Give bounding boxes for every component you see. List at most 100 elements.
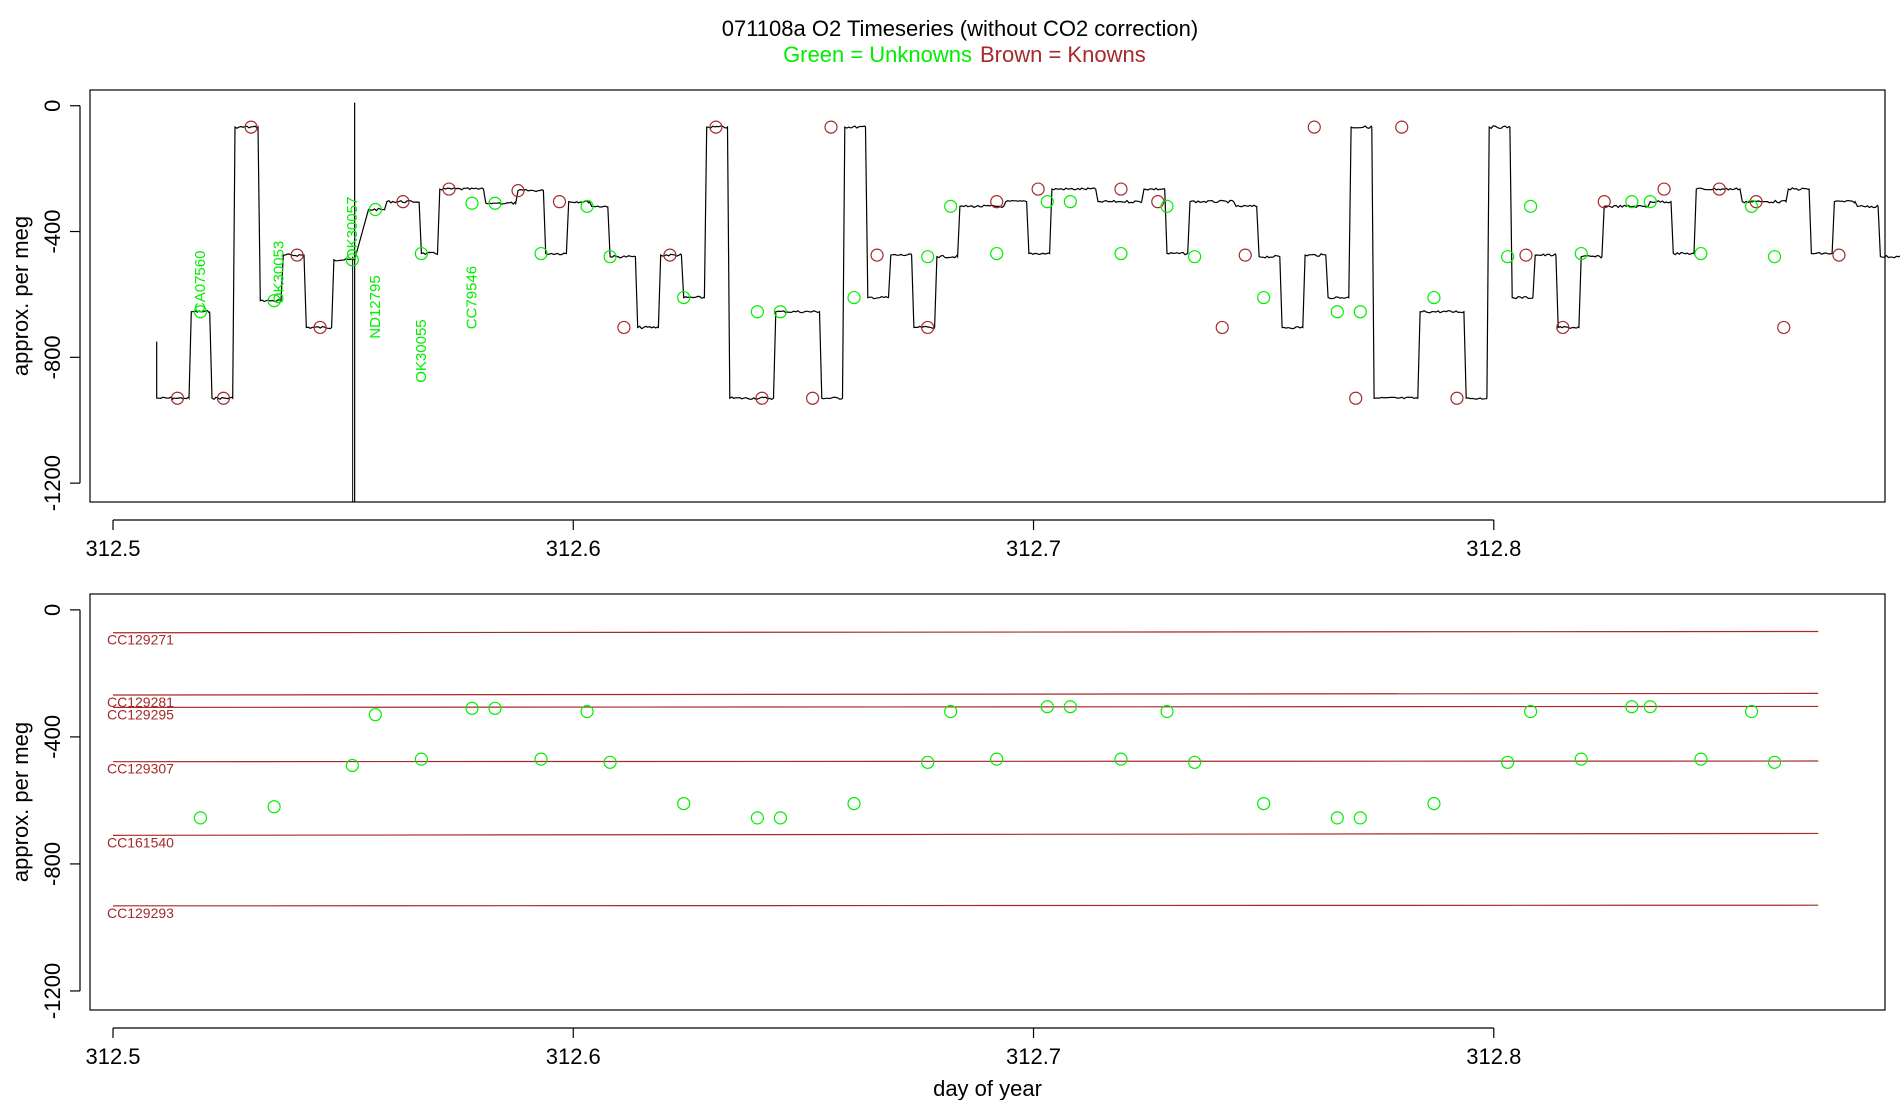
unknown-point (944, 704, 958, 719)
unknown-point (773, 811, 787, 825)
unknown-point (1500, 755, 1515, 769)
unknown-point (193, 305, 208, 319)
known-point (1395, 120, 1409, 134)
y-tick-label: -400 (40, 210, 65, 254)
x-tick-label: 312.8 (1466, 1044, 1521, 1069)
top-panel: 312.5 312.6 312.7 312.8 0 -400 -800 -1200 approx… (8, 89, 1900, 561)
unknown-point (1427, 290, 1441, 305)
known-point (552, 195, 567, 209)
known-point (1556, 320, 1570, 335)
x-tick-label: 312.8 (1466, 536, 1521, 561)
known-point (1777, 320, 1791, 335)
unknown-point (1040, 700, 1054, 714)
unknown-point (1330, 811, 1344, 825)
reference-line-label: CC129281 (107, 694, 174, 710)
known-point (1657, 182, 1671, 196)
unknown-point (1744, 199, 1759, 213)
unknown-point (921, 250, 935, 264)
unknown-point (1574, 752, 1588, 766)
x-axis-label: day of year (933, 1076, 1042, 1100)
y-tick-label: 0 (40, 604, 65, 616)
known-point (1031, 182, 1045, 196)
y-tick-label: -800 (40, 335, 65, 379)
unknown-point (1694, 246, 1708, 261)
known-point (806, 391, 820, 405)
unknown-point (1330, 305, 1344, 319)
unknown-point (488, 196, 502, 210)
known-point (709, 120, 723, 134)
known-point (1832, 248, 1846, 262)
x-tick-label: 312.7 (1006, 536, 1061, 561)
unknown-point (488, 701, 502, 715)
unknown-point (847, 796, 861, 811)
known-point (870, 248, 884, 262)
unknown-point (267, 294, 281, 308)
unknown-point (603, 250, 617, 264)
x-tick-label: 312.6 (546, 1044, 601, 1069)
known-point (1450, 391, 1464, 405)
unknown-point (750, 305, 764, 319)
unknown-point (414, 752, 428, 766)
unknown-point (847, 290, 861, 305)
sample-annotation: OK30053 (270, 241, 287, 304)
unknown-point (368, 708, 382, 722)
unknown-point (580, 704, 594, 719)
known-point (216, 391, 231, 405)
unknown-point (345, 758, 359, 773)
known-point (1215, 320, 1229, 335)
unknown-point (1063, 700, 1077, 714)
x-tick-label: 312.5 (85, 1044, 140, 1069)
unknown-point (1625, 195, 1639, 209)
unknown-point (1524, 704, 1538, 719)
unknown-point (1257, 796, 1271, 811)
known-point (1712, 182, 1726, 196)
known-point (1519, 248, 1533, 262)
y-tick-label: -800 (40, 842, 65, 886)
unknown-point (1643, 195, 1657, 209)
reference-line (113, 630, 1819, 634)
known-point (511, 184, 525, 198)
known-point (1238, 248, 1252, 262)
unknown-point (1767, 755, 1782, 769)
reference-line (113, 692, 1819, 696)
unknown-point (1353, 305, 1367, 319)
known-point (921, 320, 935, 335)
unknown-point (580, 199, 594, 213)
unknown-point (1625, 700, 1639, 714)
known-point (990, 195, 1004, 209)
legend-unknowns: Green = Unknowns (783, 42, 972, 67)
sample-annotation: CA07560 (192, 251, 209, 314)
unknown-point (1257, 290, 1271, 305)
known-point (1597, 195, 1611, 209)
known-point (170, 391, 185, 405)
y-tick-label: -400 (40, 715, 65, 759)
sample-annotation: OK30055 (413, 319, 430, 382)
reference-line (113, 705, 1819, 708)
unknown-point (1427, 796, 1441, 811)
chart-title: 071108a O2 Timeseries (without CO2 corre… (722, 16, 1198, 41)
reference-line-label: CC129271 (107, 632, 174, 648)
known-point (1151, 195, 1165, 209)
unknown-point (465, 196, 479, 210)
plot-frame (89, 593, 1886, 1011)
unknown-point (368, 202, 382, 217)
known-point (290, 248, 304, 262)
unknown-point (1040, 195, 1054, 209)
unknown-point (1767, 250, 1782, 264)
sample-annotation: OK30057 (344, 197, 361, 260)
unknown-point (267, 800, 281, 814)
unknown-point (773, 305, 787, 319)
unknown-point (1353, 811, 1367, 825)
reference-line-label: CC129295 (107, 706, 174, 722)
unknown-point (1114, 752, 1128, 766)
unknown-point (1694, 752, 1708, 766)
known-point (396, 195, 410, 209)
known-point (1349, 391, 1363, 405)
unknown-point (990, 752, 1004, 766)
unknown-point (677, 796, 691, 811)
plot-frame (89, 89, 1886, 503)
y-tick-label: -1200 (40, 963, 65, 1019)
sample-annotation: ND12795 (367, 275, 384, 338)
unknown-point (1160, 199, 1174, 213)
